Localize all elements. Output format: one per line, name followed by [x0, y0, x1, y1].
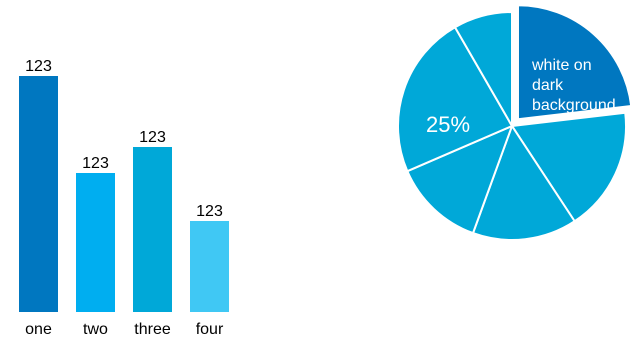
bar-four — [190, 221, 229, 312]
x-tick-label: three — [134, 321, 171, 338]
pie-slice-3 — [472, 125, 576, 241]
pie-slice-1 — [516, 4, 633, 121]
pie-chart: white on dark background 25% — [397, 4, 633, 241]
x-tick-label: two — [83, 321, 108, 338]
x-tick-label: one — [25, 321, 52, 338]
bar-value-label: 123 — [82, 155, 109, 172]
bar-three — [133, 147, 172, 312]
pie-slice-6 — [454, 11, 513, 127]
pie-percent-label: 25% — [426, 112, 470, 137]
bar-two — [76, 173, 115, 312]
x-tick-label: four — [196, 321, 224, 338]
bar-value-label: 123 — [25, 58, 52, 75]
bar-one — [19, 76, 58, 312]
pie-slice-5 — [397, 26, 513, 173]
pie-slice-2 — [511, 111, 627, 223]
pie-slice-4 — [406, 125, 513, 235]
bar-value-label: 123 — [139, 129, 166, 146]
pie-slice-label: white on dark background — [531, 57, 616, 114]
bar-value-label: 123 — [196, 203, 223, 220]
bar-chart: 123 one 123 two 123 three 123 four — [19, 58, 229, 338]
